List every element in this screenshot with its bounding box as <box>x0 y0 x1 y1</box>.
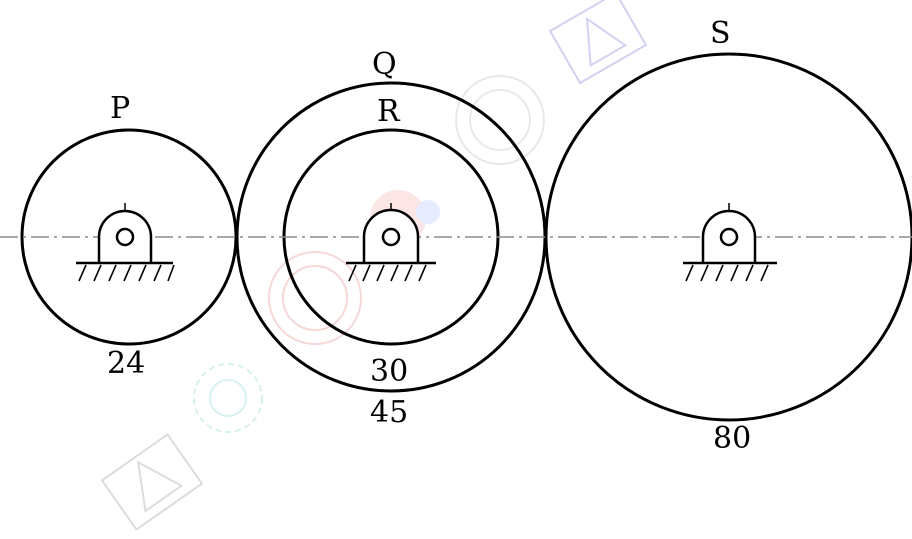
gear-s-circle <box>544 52 912 422</box>
bearing-support-qr <box>346 203 436 282</box>
gear-p-teeth-label: 24 <box>107 346 145 381</box>
watermark-emblem-bottom <box>100 433 204 531</box>
gear-r-label: R <box>377 94 401 129</box>
gear-p-label: P <box>110 91 130 126</box>
watermark-seal-red <box>268 251 362 345</box>
bearing-support-p <box>76 203 175 282</box>
watermark-seal-right <box>455 75 545 165</box>
gear-q-teeth-label: 45 <box>370 395 408 430</box>
watermark-emblem-top <box>548 0 648 85</box>
watermark-gear-teal <box>193 363 263 433</box>
bearing-support-s <box>683 203 777 282</box>
gear-s-teeth-label: 80 <box>713 421 751 456</box>
gear-s-label: S <box>710 16 731 51</box>
gear-r-teeth-label: 30 <box>370 354 408 389</box>
gear-q-label: Q <box>372 47 397 82</box>
